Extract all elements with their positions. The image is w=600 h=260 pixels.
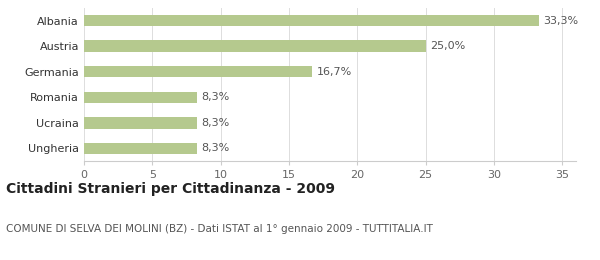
Bar bbox=[84, 40, 425, 52]
Text: 16,7%: 16,7% bbox=[316, 67, 352, 77]
Bar bbox=[84, 117, 197, 129]
Text: 25,0%: 25,0% bbox=[430, 41, 465, 51]
Text: 8,3%: 8,3% bbox=[202, 118, 230, 128]
Text: 8,3%: 8,3% bbox=[202, 92, 230, 102]
Bar bbox=[84, 15, 539, 26]
Text: COMUNE DI SELVA DEI MOLINI (BZ) - Dati ISTAT al 1° gennaio 2009 - TUTTITALIA.IT: COMUNE DI SELVA DEI MOLINI (BZ) - Dati I… bbox=[6, 224, 433, 233]
Text: Cittadini Stranieri per Cittadinanza - 2009: Cittadini Stranieri per Cittadinanza - 2… bbox=[6, 182, 335, 196]
Bar bbox=[84, 143, 197, 154]
Text: 8,3%: 8,3% bbox=[202, 144, 230, 153]
Text: 33,3%: 33,3% bbox=[543, 16, 578, 25]
Bar bbox=[84, 92, 197, 103]
Bar bbox=[84, 66, 312, 77]
